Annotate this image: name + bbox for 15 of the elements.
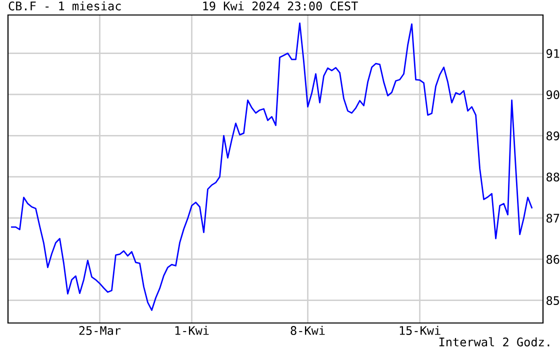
x-tick-label: 25-Mar bbox=[79, 326, 121, 335]
x-tick-label: 15-Kwi bbox=[400, 326, 440, 335]
line-series bbox=[11, 22, 532, 311]
text: Interwal 2 Godz. bbox=[439, 337, 550, 346]
y-tick-label: 85 bbox=[546, 296, 560, 306]
y-tick-label: 86 bbox=[546, 254, 560, 264]
y-tick-label: 87 bbox=[546, 214, 560, 223]
y-tick-label: 91 bbox=[546, 49, 560, 58]
chart-subtitle: 19 Kwi 2024 23:00 CEST bbox=[203, 1, 358, 10]
y-tick-label: 88 bbox=[546, 172, 560, 182]
x-tick-label: 1-Kwi bbox=[175, 326, 209, 335]
chart-title: CB.F - 1 miesiac bbox=[8, 1, 121, 10]
y-tick-label: 90 bbox=[546, 90, 560, 100]
x-tick-label: 8-Kwi bbox=[290, 326, 325, 335]
y-tick-label: 89 bbox=[546, 131, 560, 140]
